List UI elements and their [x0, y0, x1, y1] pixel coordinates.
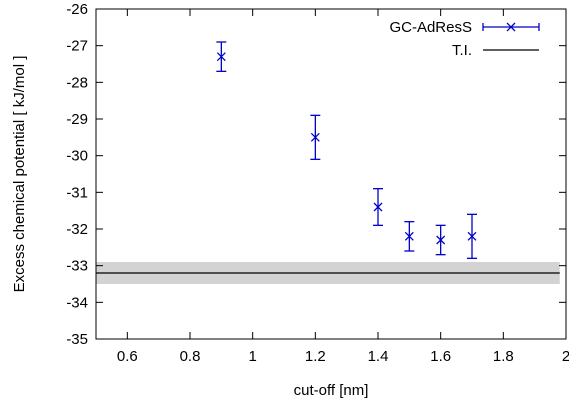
data-point [373, 188, 383, 226]
x-tick-label: 1.4 [368, 348, 389, 365]
y-tick-label: -35 [66, 331, 88, 348]
data-point [435, 224, 446, 256]
point-marker-b [216, 52, 226, 62]
x-tick-label: 1.2 [305, 348, 326, 365]
y-tick-label: -33 [66, 258, 88, 275]
plot-border [95, 8, 567, 340]
point-marker-b [467, 231, 477, 241]
y-tick-labels: -35 -34 -33 -32 -31 -30 -29 -28 -27 -26 [66, 1, 88, 348]
y-tick-label: -28 [66, 74, 88, 91]
x-tick-label: 2 [562, 348, 569, 365]
data-point [310, 114, 321, 160]
gc-adress-series [216, 41, 477, 259]
x-tick-label: 1.8 [493, 348, 514, 365]
y-tick-label: -31 [66, 184, 88, 201]
y-tick-label: -34 [66, 294, 88, 311]
legend-label-ti: T.I. [452, 42, 472, 59]
x-tick-labels: 0.6 0.8 1 1.2 1.4 1.6 1.8 2 [117, 348, 569, 365]
axis-ticks [96, 8, 567, 340]
x-tick-label: 1 [248, 348, 256, 365]
point-marker-b [373, 202, 383, 212]
y-axis-label: Excess chemical potential [ kJ/mol ] [11, 56, 28, 293]
y-tick-label: -26 [66, 1, 88, 18]
y-tick-label: -27 [66, 38, 88, 55]
x-axis-label: cut-off [nm] [294, 382, 369, 399]
y-tick-label: -32 [66, 221, 88, 238]
x-tick-label: 1.6 [430, 348, 451, 365]
x-tick-label: 0.6 [117, 348, 138, 365]
legend-label-gc-adress: GC-AdResS [389, 19, 472, 36]
point-marker-b [310, 132, 320, 142]
plot-frame [95, 8, 567, 340]
point-marker-b [436, 235, 446, 245]
legend-symbol-gc-adress [482, 22, 540, 32]
point-marker-b [404, 231, 414, 241]
legend: GC-AdResS T.I. [389, 19, 540, 59]
y-tick-label: -30 [66, 148, 88, 165]
legend-marker-b [506, 22, 516, 32]
data-point [467, 213, 477, 259]
data-point [216, 41, 227, 72]
data-point [404, 221, 415, 252]
y-tick-label: -29 [66, 111, 88, 128]
x-tick-label: 0.8 [180, 348, 201, 365]
